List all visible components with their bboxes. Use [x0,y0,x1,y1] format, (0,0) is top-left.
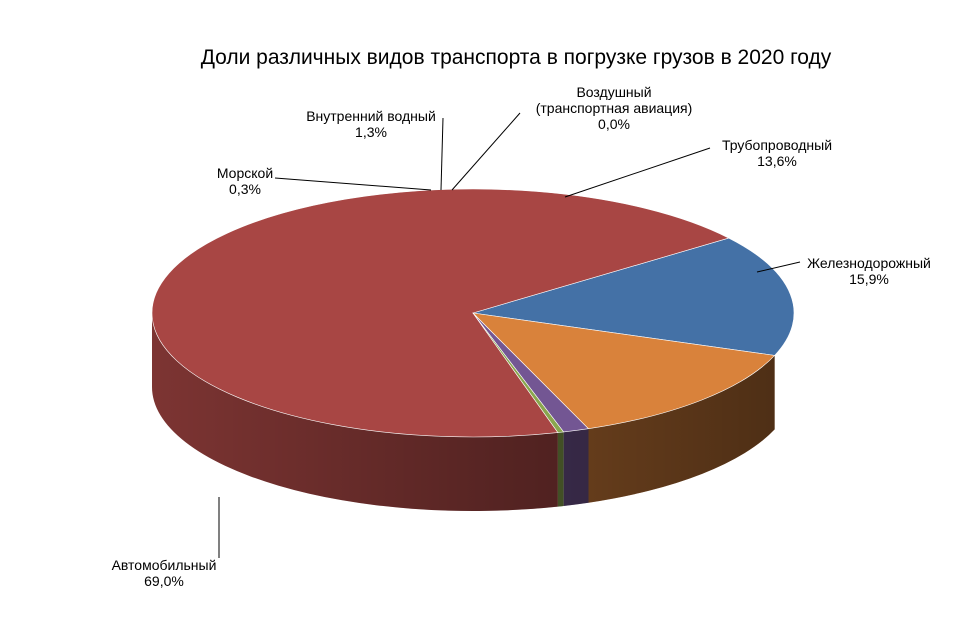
slice-value-5: 13,6% [757,153,797,169]
slice-side-shade-5 [588,355,775,503]
pie-top [151,188,795,438]
slice-name-5-0: Трубопроводный [722,137,832,153]
leader-line-4 [451,112,521,191]
slice-name-4-1: (транспортная авиация) [536,100,693,116]
slice-value-1: 69,0% [144,573,184,589]
slice-label-3: Внутренний водный 1,3% [306,108,436,140]
pie-sides [152,313,775,511]
leader-lines [218,112,801,558]
slice-value-4: 0,0% [598,116,630,132]
slice-labels: Железнодорожный 15,9% Автомобильный 69,0% Мо… [112,84,931,589]
slice-1 [151,188,730,438]
slice-side-shade-3 [563,428,589,506]
slice-0 [472,237,795,356]
leader-line-0 [756,261,801,273]
slice-name-1-0: Автомобильный [112,557,217,573]
chart-title: Доли различных видов транспорта в погруз… [201,46,832,69]
leader-line-5 [564,147,711,198]
slice-name-3-0: Внутренний водный [306,108,436,124]
slice-value-0: 15,9% [849,271,889,287]
leader-line-2 [274,177,432,191]
slice-side-shade-2 [557,431,564,507]
slice-side-shade-1 [152,313,558,511]
slice-value-3: 1,3% [355,124,387,140]
slice-label-4: Воздушный (транспортная авиация) 0,0% [536,84,693,132]
slice-label-2: Морской 0,3% [217,165,273,197]
slice-label-1: Автомобильный 69,0% [112,557,217,589]
slice-name-0-0: Железнодорожный [807,255,931,271]
leader-line-3 [440,117,444,191]
slice-name-4-0: Воздушный [576,84,651,100]
slice-label-5: Трубопроводный 13,6% [722,137,832,169]
slice-value-2: 0,3% [229,181,261,197]
slice-5 [472,312,776,430]
slice-label-0: Железнодорожный 15,9% [807,255,931,287]
slice-name-2-0: Морской [217,165,273,181]
